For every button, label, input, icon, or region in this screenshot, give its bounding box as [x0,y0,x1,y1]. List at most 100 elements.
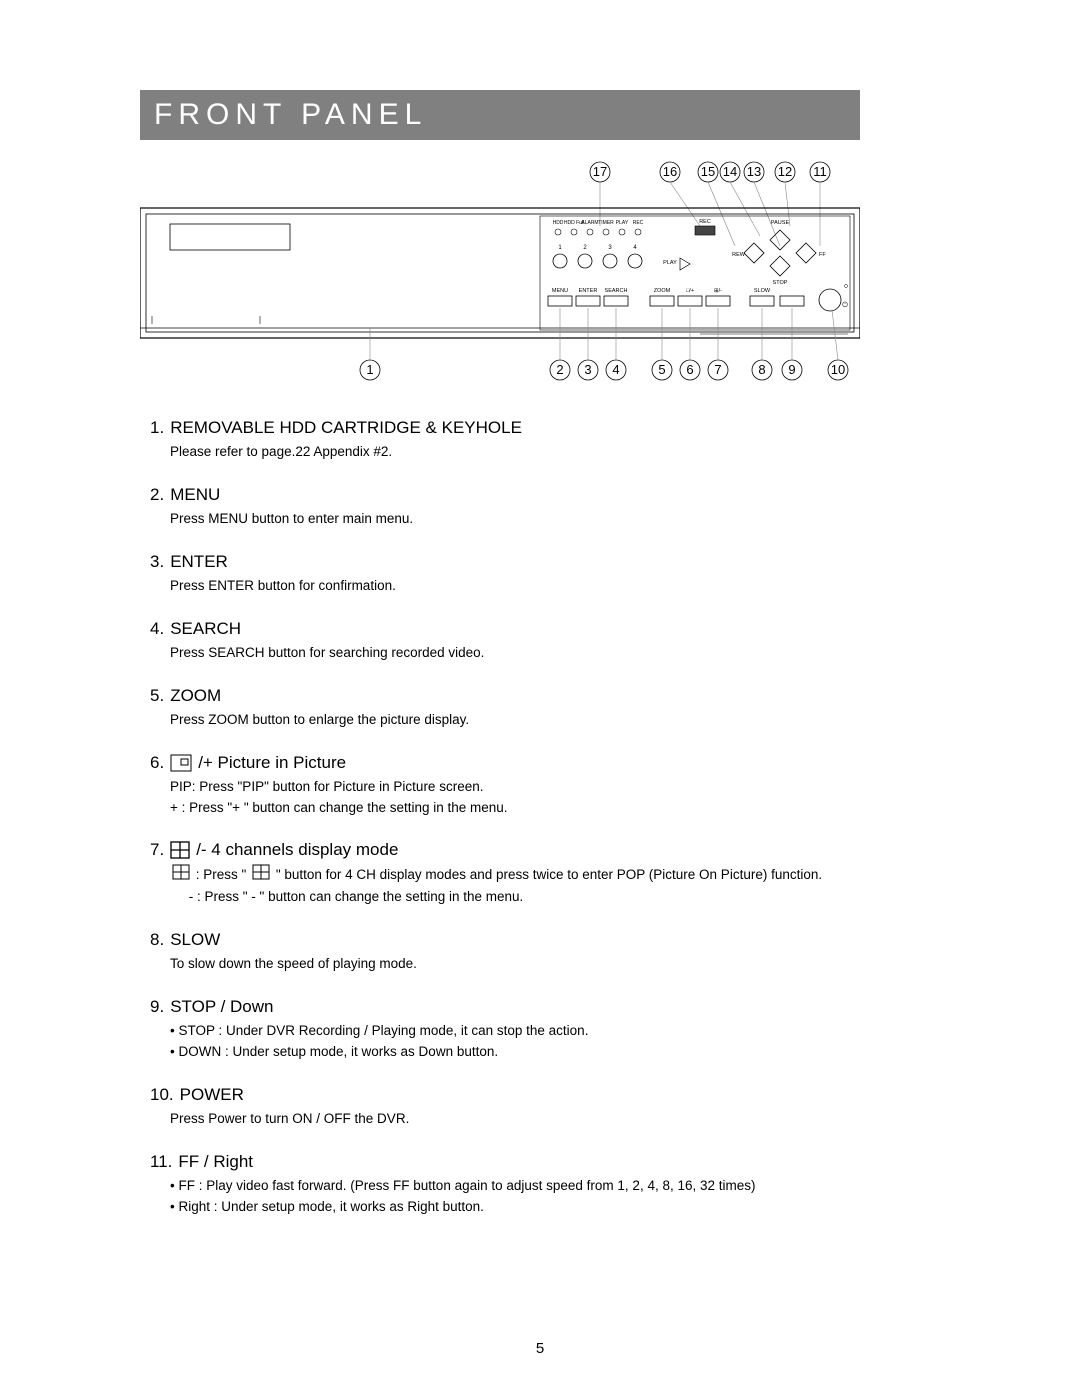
page-number: 5 [0,1340,1080,1357]
callout-16: 16 [660,162,700,226]
item-num: 1. [150,418,164,438]
item-num: 2. [150,485,164,505]
item-num: 9. [150,997,164,1017]
svg-text:3: 3 [584,362,591,377]
item-6: 6. /+ Picture in Picture PIP: Press "PIP… [150,753,930,819]
callout-9: 9 [782,308,802,380]
svg-text:PAUSE: PAUSE [771,220,790,226]
callout-17: 17 [590,162,610,226]
callout-8: 8 [752,308,772,380]
svg-text:ALARM: ALARM [581,220,598,226]
svg-text:13: 13 [747,164,761,179]
callout-11: 11 [810,162,830,246]
items-list: 1. REMOVABLE HDD CARTRIDGE & KEYHOLE Ple… [140,418,930,1218]
item-3: 3.ENTER Press ENTER button for confirmat… [150,552,930,597]
text-span: : Press " [192,867,250,882]
svg-text:PLAY: PLAY [663,260,677,266]
item-desc-line: PIP: Press "PIP" button for Picture in P… [170,777,930,798]
svg-text:SLOW: SLOW [754,288,771,294]
item-9: 9.STOP / Down STOP : Under DVR Recording… [150,997,930,1063]
item-num: 5. [150,686,164,706]
callout-7: 7 [708,308,728,380]
svg-text:15: 15 [701,164,715,179]
item-desc-line: To slow down the speed of playing mode. [170,954,930,975]
svg-text:MENU: MENU [552,288,568,294]
item-num: 8. [150,930,164,950]
front-panel-diagram: 17 16 15 14 13 12 11 HDD HDD Full [140,158,860,388]
svg-text:17: 17 [593,164,607,179]
svg-text:REW: REW [732,252,746,258]
svg-text:8: 8 [758,362,765,377]
pip-icon [170,754,192,772]
item-title: /+ Picture in Picture [198,753,346,773]
svg-text:⊞/-: ⊞/- [714,288,722,294]
svg-text:REC: REC [699,219,711,225]
svg-text:PLAY: PLAY [616,220,629,226]
item-2: 2. MENU Press MENU button to enter main m… [150,485,930,530]
item-11: 11. FF / Right FF : Play video fast forwa… [150,1152,930,1218]
svg-text:4: 4 [612,362,619,377]
svg-text:9: 9 [788,362,795,377]
item-desc-line: Please refer to page.22 Appendix #2. [170,442,930,463]
item-desc-line: Press ZOOM button to enlarge the picture… [170,710,930,731]
svg-text:11: 11 [813,164,827,179]
svg-text:ENTER: ENTER [579,288,598,294]
callout-10: 10 [828,310,848,380]
item-title: REMOVABLE HDD CARTRIDGE & KEYHOLE [170,418,522,438]
item-title: POWER [180,1085,244,1105]
item-num: 10. [150,1085,174,1105]
item-title: MENU [170,485,220,505]
svg-text:FF: FF [819,252,826,258]
item-title: ZOOM [170,686,221,706]
item-desc-line: Press SEARCH button for searching record… [170,643,930,664]
item-1: 1. REMOVABLE HDD CARTRIDGE & KEYHOLE Ple… [150,418,930,463]
svg-text:2: 2 [583,245,587,251]
svg-text:3: 3 [608,245,612,251]
item-num: 11. [150,1152,172,1172]
item-num: 7. [150,840,164,860]
item-heading: 1. REMOVABLE HDD CARTRIDGE & KEYHOLE [150,418,930,438]
item-4: 4.SEARCH Press SEARCH button for searchi… [150,619,930,664]
callout-13: 13 [744,162,780,246]
item-desc-line: - : Press " - " button can change the se… [170,887,930,908]
item-desc-line: Press ENTER button for confirmation. [170,576,930,597]
callout-1: 1 [360,328,380,380]
svg-text:HDD: HDD [553,220,564,226]
svg-text:14: 14 [723,164,737,179]
item-5: 5. ZOOM Press ZOOM button to enlarge the … [150,686,930,731]
svg-text:ZOOM: ZOOM [654,288,671,294]
item-desc-bullet: DOWN : Under setup mode, it works as Dow… [170,1042,930,1063]
callout-2: 2 [550,308,570,380]
callout-5: 5 [652,308,672,380]
item-title: FF / Right [178,1152,253,1172]
quad-icon [170,841,190,859]
item-desc-bullet: FF : Play video fast forward. (Press FF … [170,1176,930,1197]
item-num: 6. [150,753,164,773]
quad-icon-small [172,864,190,887]
item-title: /- 4 channels display mode [196,840,398,860]
item-desc-bullet: Right : Under setup mode, it works as Ri… [170,1197,930,1218]
item-desc-line: Press Power to turn ON / OFF the DVR. [170,1109,930,1130]
text-span: " button for 4 CH display modes and pres… [272,867,822,882]
item-title: SLOW [170,930,220,950]
item-title: STOP / Down [170,997,273,1017]
svg-text:5: 5 [658,362,665,377]
svg-text:STOP: STOP [773,280,788,286]
callout-4: 4 [606,308,626,380]
svg-text:2: 2 [556,362,563,377]
svg-text:1: 1 [558,245,562,251]
item-desc-line: : Press " " button for 4 CH display mode… [170,864,930,887]
item-num: 4. [150,619,164,639]
svg-text:REC: REC [633,220,644,226]
callout-6: 6 [680,308,700,380]
svg-text:4: 4 [633,245,637,251]
item-desc-line: Press MENU button to enter main menu. [170,509,930,530]
svg-text:⏻: ⏻ [842,301,848,309]
callout-12: 12 [775,162,795,226]
svg-text:TIMER: TIMER [598,220,614,226]
item-desc-line: + : Press "+ " button can change the set… [170,798,930,819]
quad-icon-small [252,864,270,887]
svg-text:SEARCH: SEARCH [605,288,628,294]
svg-text:10: 10 [831,362,845,377]
svg-text:7: 7 [714,362,721,377]
